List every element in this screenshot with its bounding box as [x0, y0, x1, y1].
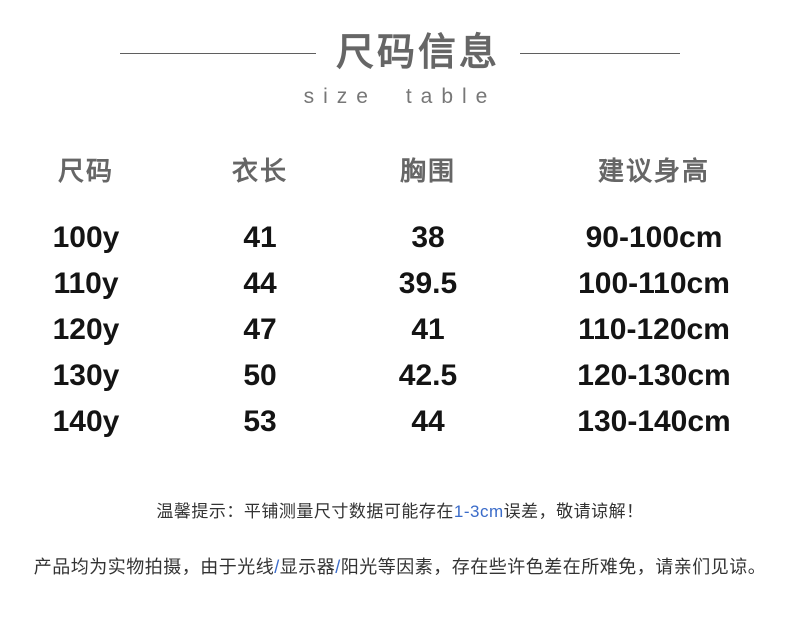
cell-chest: 39.5 [398, 267, 458, 300]
table-header-row: 尺码 衣长 胸围 建议身高 [0, 155, 800, 187]
cell-size: 130y [52, 359, 120, 392]
cell-size: 120y [52, 313, 120, 346]
cell-height: 120-130cm [577, 359, 731, 392]
cell-length: 53 [243, 405, 277, 438]
cell-height: 100-110cm [578, 267, 730, 300]
cell-chest: 41 [411, 313, 445, 346]
cell-height: 130-140cm [577, 405, 731, 438]
table-row: 110y 44 39.5 100-110cm [0, 261, 800, 307]
measurement-disclaimer: 温馨提示：平铺测量尺寸数据可能存在1-3cm误差，敬请谅解！ [0, 497, 800, 522]
cell-length: 47 [243, 313, 277, 346]
cell-length: 50 [243, 359, 277, 392]
table-row: 140y 53 44 130-140cm [0, 399, 800, 445]
page-title: 尺码信息 [335, 32, 500, 74]
disclaimer-text: 阳光等因素，存在些许色差在所难免，请亲们见谅。 [340, 557, 767, 577]
title-divider-left [119, 52, 316, 54]
disclaimer-text: 显示器 [279, 557, 336, 577]
disclaimer-text: 误差，敬请谅解！ [503, 502, 644, 521]
title-block: 尺码信息 [0, 0, 800, 72]
header-chest: 胸围 [399, 156, 456, 186]
disclaimer-text: 产品均为实物拍摄，由于光线 [33, 557, 275, 577]
cell-chest: 44 [411, 405, 445, 438]
cell-size: 140y [52, 405, 120, 438]
cell-height: 110-120cm [578, 313, 730, 346]
cell-length: 44 [243, 267, 277, 300]
cell-chest: 38 [411, 221, 445, 254]
disclaimer-text: 温馨提示：平铺测量尺寸数据可能存在 [156, 502, 454, 521]
table-body: 100y 41 38 90-100cm 110y 44 39.5 100-110… [0, 215, 800, 445]
tolerance-highlight: 1-3cm [453, 502, 504, 521]
page-subtitle: size table [303, 85, 497, 108]
header-height: 建议身高 [597, 156, 710, 186]
header-length: 衣长 [231, 156, 288, 186]
cell-chest: 42.5 [398, 359, 458, 392]
table-row: 100y 41 38 90-100cm [0, 215, 800, 261]
table-row: 130y 50 42.5 120-130cm [0, 353, 800, 399]
table-row: 120y 47 41 110-120cm [0, 307, 800, 353]
cell-size: 100y [52, 221, 120, 254]
slash-separator: / [335, 557, 341, 577]
cell-height: 90-100cm [585, 221, 723, 254]
slash-separator: / [274, 557, 280, 577]
cell-size: 110y [53, 267, 119, 300]
title-divider-right [520, 52, 680, 54]
cell-length: 41 [243, 221, 277, 254]
header-size: 尺码 [57, 156, 114, 186]
color-difference-disclaimer: 产品均为实物拍摄，由于光线/显示器/阳光等因素，存在些许色差在所难免，请亲们见谅… [0, 553, 800, 579]
size-table: 尺码 衣长 胸围 建议身高 100y 41 38 90-100cm 110y 4… [0, 155, 800, 445]
